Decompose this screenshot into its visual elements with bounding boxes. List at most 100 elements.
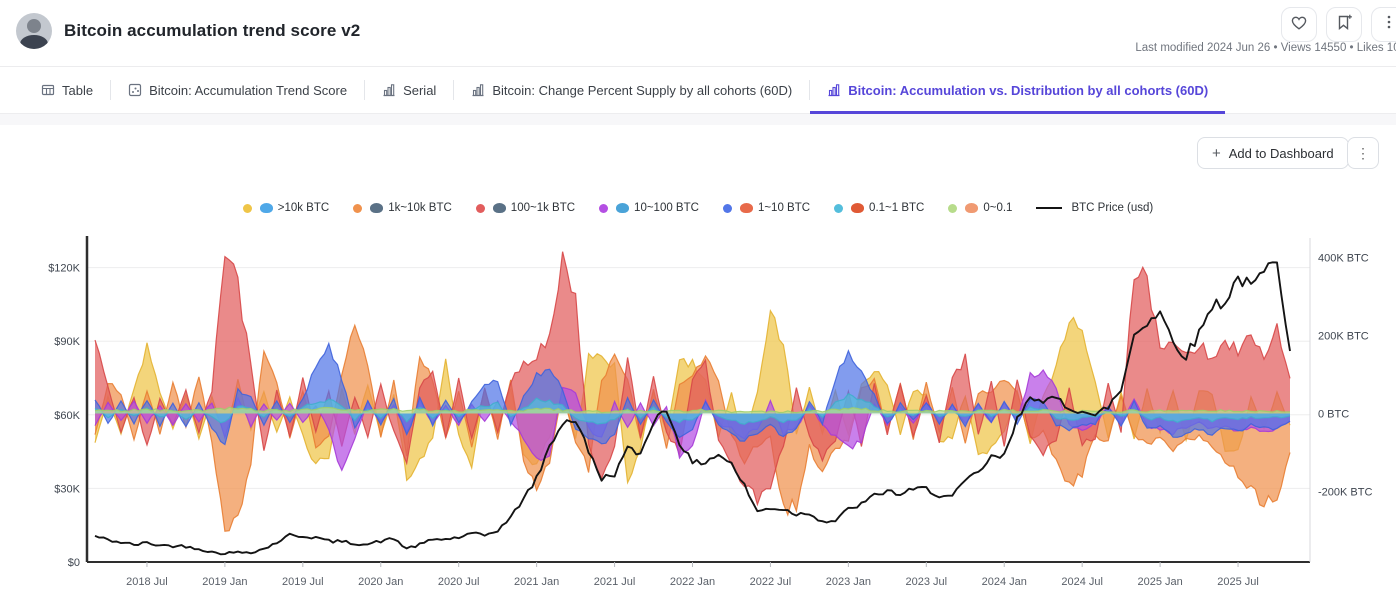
x-axis-label: 2020 Jan	[358, 576, 403, 588]
octopus-icon	[739, 203, 753, 213]
kebab-icon	[1380, 13, 1396, 36]
legend-label: >10k BTC	[277, 202, 330, 214]
tab-label: Serial	[403, 82, 437, 98]
legend-label: 10~100 BTC	[634, 202, 699, 214]
legend-dot	[722, 203, 732, 213]
legend-dot	[834, 203, 844, 213]
x-axis-label: 2025 Jul	[1217, 576, 1259, 588]
bookmark-add-button[interactable]	[1326, 7, 1362, 42]
price-axis-label: $0	[68, 557, 80, 569]
legend-dot	[475, 203, 485, 213]
header-more-button[interactable]	[1371, 7, 1396, 42]
tab-label: Bitcoin: Change Percent Supply by all co…	[492, 82, 793, 98]
x-axis-label: 2021 Jan	[514, 576, 559, 588]
btc-axis-label: 400K BTC	[1318, 253, 1369, 265]
x-axis-label: 2021 Jul	[594, 576, 636, 588]
legend-item[interactable]: >10k BTC	[242, 202, 330, 214]
tab-separator	[364, 80, 366, 100]
x-axis-label: 2024 Jul	[1061, 576, 1103, 588]
page-meta: Last modified 2024 Jun 26 • Views 14550 …	[1135, 42, 1396, 54]
shark-icon	[492, 203, 506, 213]
table-icon	[41, 83, 55, 97]
add-to-dashboard-button[interactable]: + Add to Dashboard	[1197, 137, 1349, 169]
bookmark-plus-icon	[1334, 12, 1354, 37]
bar-chart-icon	[471, 83, 485, 97]
shark-icon	[370, 203, 384, 213]
legend-item[interactable]: 1~10 BTC	[722, 202, 811, 214]
shrimp-icon	[965, 203, 979, 213]
legend-label: 1~10 BTC	[757, 202, 811, 214]
accumulation-distribution-chart[interactable]: $0 $30K $60K $90K $120K 400K BTC 200K BTC 0 BTC…	[0, 228, 1396, 596]
legend-dot	[599, 203, 609, 213]
tab-label: Bitcoin: Accumulation Trend Score	[149, 82, 348, 98]
area-outline	[94, 341, 1291, 446]
tab-label: Table	[62, 82, 94, 98]
tab-bar: Table Bitcoin: Accumulation Trend Score Se…	[0, 67, 1396, 114]
heart-icon	[1289, 12, 1309, 37]
bar-chart-icon	[827, 83, 841, 97]
tab-serial[interactable]: Serial	[365, 67, 453, 113]
plus-icon: +	[1212, 144, 1221, 162]
legend-item[interactable]: 0.1~1 BTC	[834, 202, 924, 214]
x-axis-label: 2020 Jul	[438, 576, 480, 588]
x-axis-label: 2019 Jan	[202, 576, 247, 588]
x-axis-label: 2025 Jan	[1137, 576, 1182, 588]
legend-label: 0~0.1	[983, 202, 1013, 214]
tab-accumulation-trend-score[interactable]: Bitcoin: Accumulation Trend Score	[111, 67, 364, 113]
crab-icon	[851, 203, 865, 213]
tab-separator	[110, 80, 112, 100]
plot-layers	[94, 251, 1291, 556]
legend-item[interactable]: 1k~10k BTC	[353, 202, 452, 214]
x-axis-label: 2019 Jul	[282, 576, 324, 588]
area-outline	[94, 406, 1291, 414]
btc-axis-label: 200K BTC	[1318, 331, 1369, 343]
btc-axis-label: 0 BTC	[1318, 409, 1349, 421]
tab-separator	[453, 80, 455, 100]
bar-chart-icon	[382, 83, 396, 97]
tab-separator	[809, 80, 811, 100]
page-header: Bitcoin accumulation trend score v2 Last…	[0, 0, 1396, 67]
favorite-button[interactable]	[1281, 7, 1317, 42]
x-axis-label: 2024 Jan	[982, 576, 1027, 588]
add-to-dashboard-label: Add to Dashboard	[1228, 145, 1334, 161]
scatter-icon	[128, 83, 142, 97]
price-axis-label: $120K	[48, 263, 80, 275]
btc-axis-label: -200K BTC	[1318, 487, 1372, 499]
area-outline	[94, 251, 1291, 507]
x-axis-label: 2018 Jul	[126, 576, 168, 588]
legend-item[interactable]: 0~0.1	[948, 202, 1012, 214]
legend-dot	[948, 203, 958, 213]
legend-label: BTC Price (usd)	[1071, 202, 1154, 214]
legend-dot	[242, 203, 252, 213]
price-axis-label: $60K	[54, 410, 80, 422]
legend-item-price[interactable]: BTC Price (usd)	[1036, 202, 1153, 214]
x-axis-label: 2023 Jan	[826, 576, 871, 588]
tab-accumulation-vs-distribution[interactable]: Bitcoin: Accumulation vs. Distribution b…	[810, 67, 1226, 114]
legend-item[interactable]: 10~100 BTC	[599, 202, 699, 214]
price-axis-label: $90K	[54, 336, 80, 348]
price-line-swatch	[1036, 206, 1063, 210]
x-axis-label: 2022 Jul	[750, 576, 792, 588]
legend-label: 0.1~1 BTC	[869, 202, 925, 214]
x-axis-label: 2023 Jul	[906, 576, 948, 588]
legend-label: 1k~10k BTC	[388, 202, 452, 214]
section-divider	[0, 114, 1396, 125]
area-outline	[94, 323, 1291, 532]
fish-icon	[616, 203, 630, 213]
price-axis-label: $30K	[54, 483, 80, 495]
tab-change-percent-supply[interactable]: Bitcoin: Change Percent Supply by all co…	[454, 67, 809, 113]
chart-legend: >10k BTC 1k~10k BTC 100~1k BTC 10~100 BTC 1~…	[0, 202, 1396, 214]
avatar[interactable]	[16, 13, 52, 49]
tab-label: Bitcoin: Accumulation vs. Distribution b…	[848, 82, 1209, 98]
x-axis-label: 2022 Jan	[670, 576, 715, 588]
kebab-icon: ⋮	[1356, 144, 1370, 161]
legend-label: 100~1k BTC	[510, 202, 576, 214]
legend-item[interactable]: 100~1k BTC	[475, 202, 576, 214]
chart-area[interactable]: $0 $30K $60K $90K $120K 400K BTC 200K BTC 0 BTC…	[0, 228, 1396, 596]
chart-more-button[interactable]: ⋮	[1347, 137, 1379, 169]
tab-table[interactable]: Table	[24, 67, 110, 113]
whale-icon	[259, 203, 273, 213]
area-series	[95, 343, 1290, 445]
page-title: Bitcoin accumulation trend score v2	[64, 21, 361, 40]
